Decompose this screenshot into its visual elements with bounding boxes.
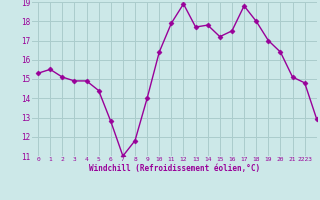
X-axis label: Windchill (Refroidissement éolien,°C): Windchill (Refroidissement éolien,°C)	[89, 164, 260, 173]
